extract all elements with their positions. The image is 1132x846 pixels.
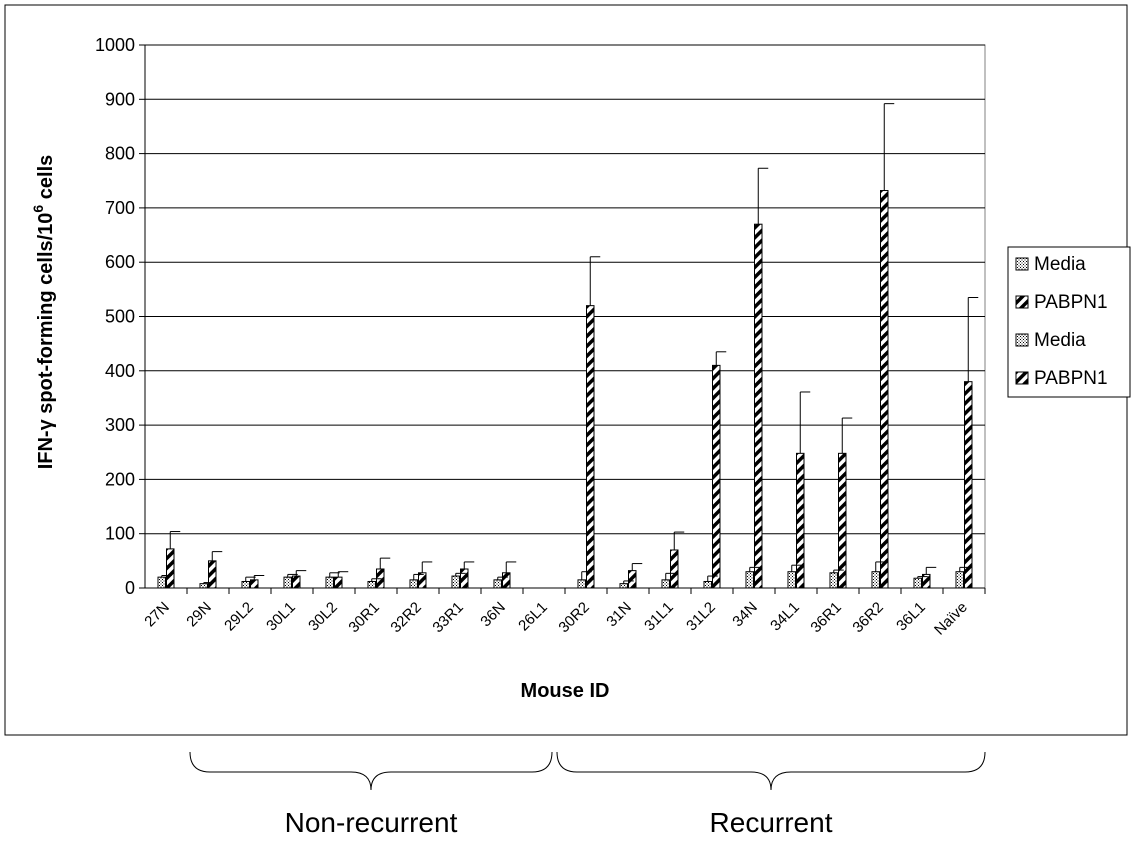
y-tick-label: 800	[105, 144, 135, 164]
legend-label: PABPN1	[1034, 292, 1108, 313]
group-brackets: Non-recurrent Recurrent	[189, 751, 986, 838]
bar-pabpn1-34n	[754, 223, 763, 589]
y-tick-label: 700	[105, 198, 135, 218]
bar-pabpn1-27n	[166, 548, 175, 589]
bar-media-29n	[199, 583, 208, 589]
bar-media-naive	[955, 571, 964, 589]
bar-media-31n	[619, 583, 628, 589]
group-bracket	[556, 751, 986, 791]
bar-media-32r2	[409, 579, 418, 589]
y-tick-label: 100	[105, 524, 135, 544]
group-bracket	[189, 751, 553, 791]
bar-pabpn1-33r1	[460, 568, 469, 589]
legend-swatch-media	[1015, 257, 1029, 271]
bar-media-36r2	[871, 571, 880, 589]
bar-media-30l2	[325, 576, 334, 589]
y-tick-label: 0	[125, 578, 135, 598]
legend-swatch-pabpn1	[1015, 371, 1029, 385]
bar-pabpn1-31n	[628, 570, 637, 589]
bar-pabpn1-34l1	[796, 452, 805, 589]
group-label: Non-recurrent	[285, 807, 458, 838]
bar-pabpn1-29l2	[250, 579, 259, 589]
bar-pabpn1-31l2	[712, 364, 721, 589]
bar-pabpn1-30l2	[334, 576, 343, 589]
bar-media-34n	[745, 571, 754, 589]
bar-media-36l1	[913, 577, 922, 589]
group-label: Recurrent	[710, 807, 833, 838]
y-tick-label: 400	[105, 361, 135, 381]
bar-media-29l2	[241, 580, 250, 589]
bar-pabpn1-naive	[964, 381, 973, 589]
y-axis-title: IFN-γ spot-forming cells/106 cells	[30, 155, 57, 470]
bar-pabpn1-31l1	[670, 549, 679, 589]
bar-pabpn1-36r1	[838, 452, 847, 589]
y-tick-label: 300	[105, 415, 135, 435]
bar-pabpn1-36r2	[880, 190, 889, 589]
legend-label: Media	[1034, 254, 1086, 275]
y-tick-label: 900	[105, 89, 135, 109]
bar-media-33r1	[451, 575, 460, 589]
error-bars	[161, 103, 979, 584]
x-axis-title: Mouse ID	[521, 680, 610, 702]
bar-pabpn1-30r2	[586, 305, 595, 589]
gridlines	[145, 44, 985, 535]
bar-media-30r2	[577, 579, 586, 589]
axes	[139, 44, 986, 594]
bar-pabpn1-29n	[208, 560, 217, 589]
bar-pabpn1-32r2	[418, 572, 427, 589]
legend-label: PABPN1	[1034, 368, 1108, 389]
legend-swatch-pabpn1	[1015, 295, 1029, 309]
bar-media-27n	[157, 576, 166, 589]
bar-media-31l1	[661, 579, 670, 589]
bars	[157, 190, 973, 589]
bar-pabpn1-30l1	[292, 575, 301, 589]
bar-pabpn1-36n	[502, 572, 511, 589]
legend: Media PABPN1 Media PABPN1	[1015, 254, 1108, 389]
legend-swatch-media	[1015, 333, 1029, 347]
legend-label: Media	[1034, 330, 1086, 351]
bar-media-36n	[493, 579, 502, 589]
y-tick-label: 200	[105, 469, 135, 489]
bar-media-31l2	[703, 580, 712, 589]
bar-media-30r1	[367, 580, 376, 589]
y-axis-title-main: IFN-γ spot-forming cells/10	[35, 213, 57, 470]
bar-media-30l1	[283, 576, 292, 589]
y-tick-label: 1000	[95, 35, 135, 55]
y-axis-title-superscript: 6	[30, 205, 46, 213]
y-tick-label: 600	[105, 252, 135, 272]
y-axis-title-tail: cells	[35, 155, 57, 205]
y-tick-label: 500	[105, 307, 135, 327]
y-tick-labels: 0 100 200 300 400 500 600 700 800 900 1000	[95, 35, 135, 598]
bar-media-36r1	[829, 572, 838, 589]
bar-media-34l1	[787, 571, 796, 589]
